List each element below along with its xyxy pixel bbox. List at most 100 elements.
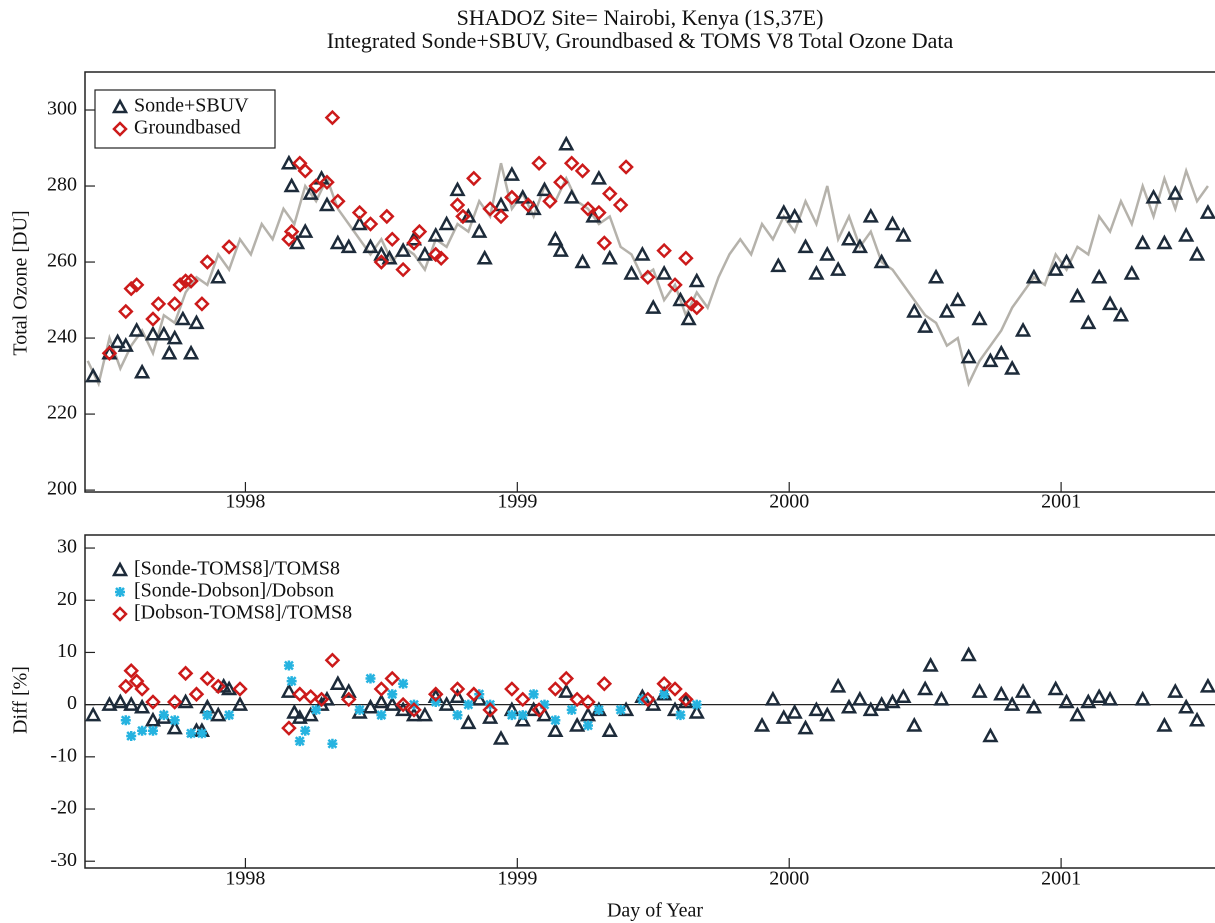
data-point (596, 675, 613, 692)
data-point (504, 189, 520, 206)
data-point (196, 728, 207, 739)
data-point (933, 690, 950, 706)
data-point (449, 181, 466, 197)
data-point (128, 321, 145, 337)
data-point (1199, 204, 1215, 219)
data-point (506, 710, 517, 721)
plot-frame (84, 71, 1215, 493)
data-point (144, 711, 162, 727)
y-tick-label: 260 (47, 250, 77, 272)
data-point (221, 239, 237, 255)
data-point (764, 690, 782, 706)
data-point (574, 253, 591, 269)
data-point (680, 310, 697, 326)
data-point (601, 185, 618, 202)
data-point (311, 704, 322, 715)
plot-frame (84, 534, 1215, 869)
data-point (547, 230, 564, 246)
data-point (819, 706, 836, 722)
data-point (922, 656, 939, 672)
data-point (1188, 711, 1206, 727)
data-point (547, 681, 564, 697)
data-point (873, 253, 890, 269)
data-point (351, 204, 368, 221)
y-axis-label: Diff [%] (10, 666, 32, 734)
data-point (280, 682, 298, 698)
data-point (177, 693, 194, 709)
data-point (982, 352, 999, 368)
data-point (830, 677, 847, 693)
data-point (324, 109, 341, 126)
data-point (862, 207, 879, 223)
data-point (1047, 261, 1064, 276)
data-point (640, 691, 656, 708)
data-point (166, 329, 183, 345)
data-point (601, 249, 618, 265)
data-point (411, 223, 428, 240)
data-point (982, 727, 999, 743)
data-point (1188, 245, 1206, 261)
data-point (373, 681, 390, 697)
data-point (583, 720, 594, 731)
data-point (615, 704, 626, 715)
data-point (101, 345, 118, 362)
data-point (224, 710, 235, 721)
data-point (797, 238, 814, 254)
data-point (1058, 253, 1075, 269)
data-point (166, 694, 183, 710)
data-point (514, 188, 531, 204)
data-point (283, 223, 300, 240)
data-point (993, 685, 1010, 701)
data-point (1080, 314, 1097, 330)
data-point (155, 325, 172, 341)
data-point (808, 701, 825, 717)
data-point (563, 155, 580, 171)
data-point (128, 277, 145, 293)
data-point (174, 310, 191, 326)
data-point (118, 303, 134, 320)
x-tick-label: 2001 (1041, 491, 1081, 513)
data-point (688, 272, 705, 288)
data-point (1014, 682, 1032, 698)
data-point (166, 719, 183, 735)
data-point (840, 698, 858, 714)
data-point (672, 291, 689, 307)
data-point (85, 367, 102, 383)
legend-label: Groundbased (134, 117, 241, 139)
data-point (381, 249, 398, 265)
data-point (1134, 234, 1151, 250)
data-point (1014, 321, 1032, 337)
data-point (188, 314, 205, 330)
data-point (590, 169, 607, 185)
data-point (634, 245, 651, 261)
data-point (137, 725, 148, 736)
legend-label: Sonde+SBUV (134, 95, 249, 117)
data-point (351, 215, 368, 231)
x-tick-label: 2000 (769, 491, 809, 513)
data-point (126, 730, 137, 741)
data-point (169, 715, 180, 726)
data-point (406, 235, 422, 251)
data-point (1145, 188, 1162, 204)
data-point (830, 261, 847, 276)
data-point (294, 736, 305, 747)
data-point (308, 178, 324, 194)
data-point (365, 673, 376, 684)
data-point (297, 223, 314, 238)
data-point (297, 163, 314, 179)
data-point (373, 245, 390, 261)
data-point (302, 185, 319, 200)
data-point (528, 689, 539, 700)
data-point (144, 325, 162, 341)
data-point (623, 264, 640, 280)
chart-subtitle: Integrated Sonde+SBUV, Groundbased & TOM… (327, 28, 954, 53)
data-point (460, 714, 477, 730)
data-point (520, 197, 536, 213)
data-point (286, 703, 303, 719)
data-point (354, 704, 365, 715)
data-point (542, 193, 558, 209)
data-point (118, 678, 134, 695)
data-point (324, 652, 341, 669)
data-point (133, 363, 151, 379)
data-point (292, 686, 308, 702)
